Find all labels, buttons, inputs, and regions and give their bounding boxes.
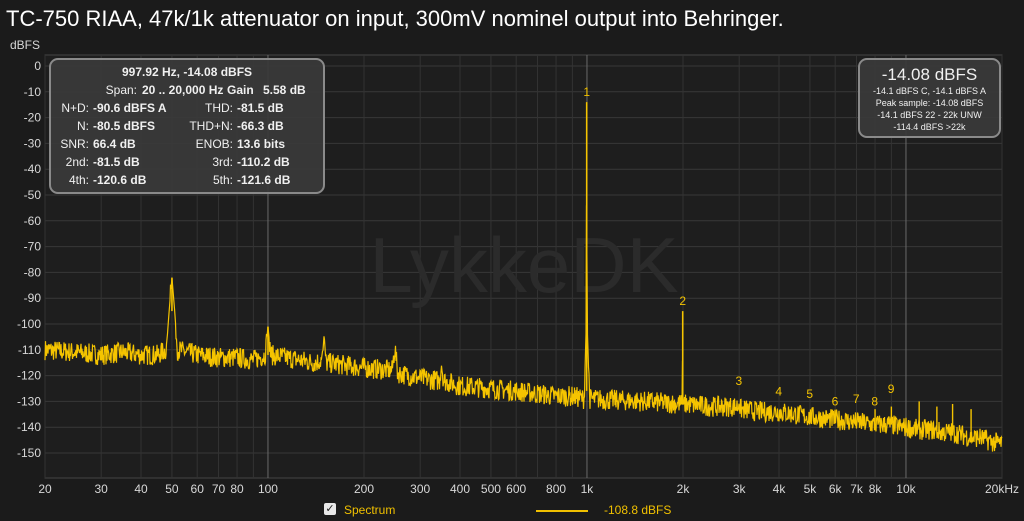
- stat-label: N+D:: [61, 101, 89, 115]
- stat-value: 66.4 dB: [93, 137, 136, 151]
- stat-label: 5th:: [212, 173, 233, 187]
- x-tick-label: 50: [165, 482, 179, 496]
- stat-label: THD+N:: [189, 119, 233, 133]
- y-tick-label: -40: [24, 162, 42, 176]
- measurement-panel[interactable]: 997.92 Hz, -14.08 dBFS Span: 20 .. 20,00…: [49, 58, 325, 194]
- stat-value: -80.5 dBFS: [93, 119, 156, 133]
- level-readout: -14.08 dBFS: [881, 65, 978, 84]
- spectrum-checkbox[interactable]: ✓: [324, 503, 336, 515]
- y-tick-label: -70: [24, 240, 42, 254]
- x-tick-label: 2k: [677, 482, 691, 496]
- stat-label: THD:: [205, 101, 233, 115]
- stat-value: -81.5 dB: [93, 155, 140, 169]
- x-tick-label: 6k: [829, 482, 843, 496]
- y-axis-label: dBFS: [10, 38, 41, 52]
- legend-level: -108.8 dBFS: [604, 503, 672, 517]
- y-tick-label: 0: [34, 59, 41, 73]
- x-tick-label: 20kHz: [985, 482, 1019, 496]
- level-line: -14.1 dBFS 22 - 22k UNW: [877, 110, 982, 120]
- level-line: -14.1 dBFS C, -14.1 dBFS A: [872, 86, 987, 96]
- x-tick-label: 70: [212, 482, 226, 496]
- harmonic-marker-label: 2: [679, 294, 686, 308]
- x-tick-label: 4k: [773, 482, 787, 496]
- legend-swatch: [536, 510, 588, 512]
- y-tick-label: -140: [17, 420, 41, 434]
- stat-label: ENOB:: [195, 137, 233, 151]
- stat-label: N:: [77, 119, 89, 133]
- stat-value: -81.5 dB: [237, 101, 284, 115]
- stat-label: 3rd:: [212, 155, 233, 169]
- x-tick-label: 10k: [896, 482, 916, 496]
- span-value: 20 .. 20,000 Hz: [142, 83, 224, 97]
- x-tick-label: 1k: [581, 482, 595, 496]
- legend: ✓ Spectrum -108.8 dBFS: [0, 502, 1024, 520]
- x-axis-ticks: 20 30 40 50 60 70 80 100 200 300 400 500 600 800 1k 2k 3…: [38, 482, 1019, 496]
- stat-label: 2nd:: [65, 155, 89, 169]
- x-tick-label: 500: [481, 482, 501, 496]
- x-tick-label: 60: [191, 482, 205, 496]
- harmonic-marker-label: 1: [583, 85, 590, 99]
- x-tick-label: 40: [134, 482, 148, 496]
- y-tick-label: -90: [24, 291, 42, 305]
- x-tick-label: 8k: [869, 482, 883, 496]
- x-tick-label: 200: [354, 482, 374, 496]
- watermark: LykkeDK: [369, 221, 678, 309]
- x-tick-label: 800: [546, 482, 566, 496]
- harmonic-markers: 1 2 3 4 5 6 7 89: [583, 85, 894, 409]
- y-tick-label: -60: [24, 214, 42, 228]
- y-tick-label: -120: [17, 369, 41, 383]
- x-tick-label: 5k: [804, 482, 818, 496]
- harmonic-marker-label: 3: [736, 374, 743, 388]
- x-tick-label: 600: [506, 482, 526, 496]
- y-tick-label: -20: [24, 111, 42, 125]
- y-tick-label: -30: [24, 136, 42, 150]
- stat-label: SNR:: [60, 137, 89, 151]
- level-line: Peak sample: -14.08 dBFS: [875, 98, 984, 108]
- stat-label: 4th:: [68, 173, 89, 187]
- level-panel[interactable]: -14.08 dBFS -14.1 dBFS C, -14.1 dBFS A P…: [858, 58, 1001, 138]
- harmonic-marker-label: 8: [871, 395, 878, 409]
- x-tick-label: 30: [94, 482, 108, 496]
- x-tick-label: 20: [38, 482, 52, 496]
- stat-value: -90.6 dBFS A: [93, 101, 167, 115]
- gain-value: 5.58 dB: [263, 83, 306, 97]
- x-tick-label: 3k: [733, 482, 747, 496]
- x-tick-label: 7k: [850, 482, 864, 496]
- y-tick-label: -80: [24, 265, 42, 279]
- harmonic-marker-label: 7: [853, 392, 860, 406]
- stat-value: -66.3 dB: [237, 119, 284, 133]
- harmonic-marker-label: 6: [832, 395, 839, 409]
- y-tick-label: -150: [17, 446, 41, 460]
- harmonic-marker-label: 9: [888, 382, 895, 396]
- chart-title: TC-750 RIAA, 47k/1k attenuator on input,…: [6, 6, 784, 31]
- y-tick-label: -10: [24, 85, 42, 99]
- stat-value: 13.6 bits: [237, 137, 286, 151]
- x-tick-label: 400: [450, 482, 470, 496]
- x-tick-label: 100: [258, 482, 278, 496]
- gain-label: Gain: [227, 83, 254, 97]
- y-tick-label: -110: [18, 343, 41, 357]
- spectrum-line: [44, 205, 1003, 452]
- y-tick-label: -100: [17, 317, 41, 331]
- legend-series-name[interactable]: Spectrum: [344, 503, 396, 517]
- harmonic-marker-label: 5: [806, 387, 813, 401]
- harmonic-marker-label: 4: [775, 384, 782, 398]
- stat-value: -121.6 dB: [237, 173, 291, 187]
- y-axis-ticks: 0 -10 -20 -30 -40 -50 -60 -70 -80 -90 -100 -110 -120…: [17, 59, 41, 460]
- y-tick-label: -50: [24, 188, 42, 202]
- level-line: -114.4 dBFS >22k: [893, 122, 966, 132]
- stat-value: -120.6 dB: [93, 173, 147, 187]
- span-label: Span:: [105, 83, 137, 97]
- fundamental-readout: 997.92 Hz, -14.08 dBFS: [121, 65, 253, 79]
- x-tick-label: 80: [230, 482, 244, 496]
- y-tick-label: -130: [17, 394, 41, 408]
- spectrum-trace: [44, 102, 1003, 452]
- x-tick-label: 300: [410, 482, 430, 496]
- stat-value: -110.2 dB: [237, 155, 290, 169]
